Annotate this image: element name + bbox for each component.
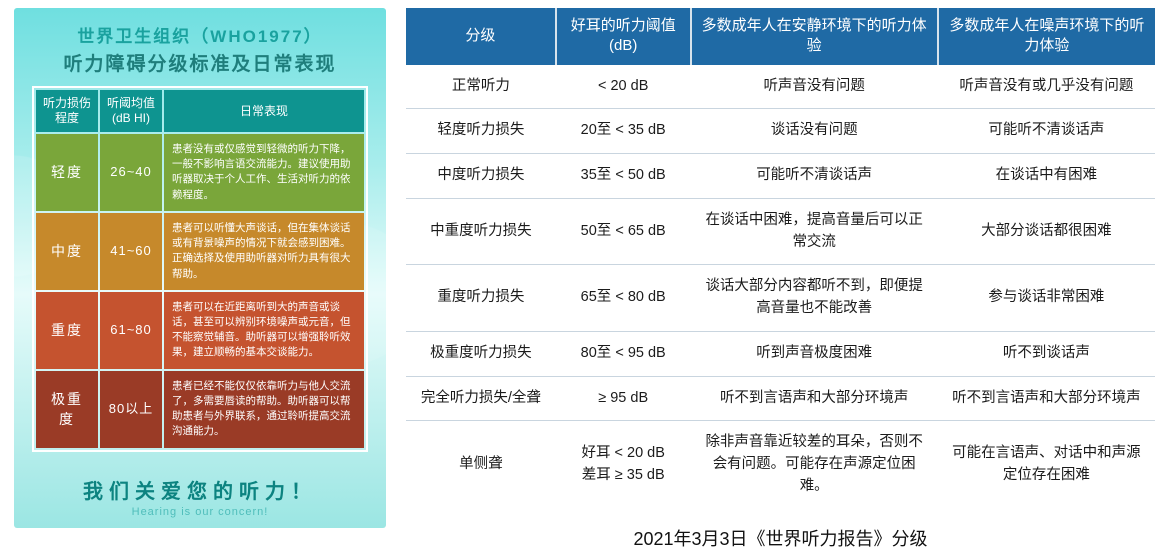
report-header-row: 分级好耳的听力阈值(dB)多数成年人在安静环境下的听力体验多数成年人在噪声环境下… bbox=[406, 8, 1155, 65]
report-db-cell: 35至 < 50 dB bbox=[556, 154, 691, 199]
poster-row: 中度41~60患者可以听懂大声谈话，但在集体谈话或有背景噪声的情况下就会感到困难… bbox=[36, 213, 364, 290]
poster-footer-zh: 我们关爱您的听力！ bbox=[32, 475, 368, 504]
poster-db-cell: 41~60 bbox=[100, 213, 162, 290]
report-noise-cell: 在谈话中有困难 bbox=[938, 154, 1155, 199]
report-noise-cell: 参与谈话非常困难 bbox=[938, 265, 1155, 332]
poster-level-cell: 中度 bbox=[36, 213, 98, 290]
report-name-cell: 完全听力损失/全聋 bbox=[406, 376, 556, 421]
poster-desc-cell: 患者可以听懂大声谈话，但在集体谈话或有背景噪声的情况下就会感到困难。正确选择及使… bbox=[164, 213, 364, 290]
report-row: 正常听力< 20 dB听声音没有问题听声音没有或几乎没有问题 bbox=[406, 65, 1155, 109]
report-header-cell: 好耳的听力阈值(dB) bbox=[556, 8, 691, 65]
who-poster: 世界卫生组织（WHO1977） 听力障碍分级标准及日常表现 听力损伤程度听阈均值… bbox=[14, 8, 386, 528]
report-db-cell: 20至 < 35 dB bbox=[556, 109, 691, 154]
poster-level-cell: 极重度 bbox=[36, 371, 98, 448]
report-row: 轻度听力损失20至 < 35 dB谈话没有问题可能听不清谈话声 bbox=[406, 109, 1155, 154]
poster-footer-en: Hearing is our concern! bbox=[32, 506, 368, 518]
report-row: 单侧聋好耳 < 20 dB差耳 ≥ 35 dB除非声音靠近较差的耳朵，否则不会有… bbox=[406, 421, 1155, 509]
report-name-cell: 重度听力损失 bbox=[406, 265, 556, 332]
poster-footer: 我们关爱您的听力！ Hearing is our concern! bbox=[32, 475, 368, 518]
report-name-cell: 中重度听力损失 bbox=[406, 198, 556, 265]
report-quiet-cell: 谈话大部分内容都听不到，即便提高音量也不能改善 bbox=[691, 265, 938, 332]
poster-desc-cell: 患者已经不能仅仅依靠听力与他人交流了，多需要唇读的帮助。助听器可以帮助患者与外界… bbox=[164, 371, 364, 448]
report-db-cell: 好耳 < 20 dB差耳 ≥ 35 dB bbox=[556, 421, 691, 509]
report-quiet-cell: 在谈话中困难，提高音量后可以正常交流 bbox=[691, 198, 938, 265]
poster-header-cell: 日常表现 bbox=[164, 90, 364, 132]
poster-db-cell: 26~40 bbox=[100, 134, 162, 211]
report-db-cell: < 20 dB bbox=[556, 65, 691, 109]
poster-title: 世界卫生组织（WHO1977） 听力障碍分级标准及日常表现 bbox=[32, 22, 368, 76]
poster-desc-cell: 患者没有或仅感觉到轻微的听力下降，一般不影响言语交流能力。建议使用助听器取决于个… bbox=[164, 134, 364, 211]
report-panel: 分级好耳的听力阈值(dB)多数成年人在安静环境下的听力体验多数成年人在噪声环境下… bbox=[406, 8, 1155, 530]
report-header-cell: 分级 bbox=[406, 8, 556, 65]
report-name-cell: 极重度听力损失 bbox=[406, 331, 556, 376]
report-name-cell: 中度听力损失 bbox=[406, 154, 556, 199]
report-quiet-cell: 除非声音靠近较差的耳朵，否则不会有问题。可能存在声源定位困难。 bbox=[691, 421, 938, 509]
report-noise-cell: 可能听不清谈话声 bbox=[938, 109, 1155, 154]
report-db-cell: 65至 < 80 dB bbox=[556, 265, 691, 332]
poster-desc-cell: 患者可以在近距离听到大的声音或谈话，甚至可以辨别环境噪声或元音，但不能察觉辅音。… bbox=[164, 292, 364, 369]
poster-level-cell: 重度 bbox=[36, 292, 98, 369]
report-header-cell: 多数成年人在噪声环境下的听力体验 bbox=[938, 8, 1155, 65]
report-quiet-cell: 可能听不清谈话声 bbox=[691, 154, 938, 199]
report-name-cell: 轻度听力损失 bbox=[406, 109, 556, 154]
report-quiet-cell: 听不到言语声和大部分环境声 bbox=[691, 376, 938, 421]
report-name-cell: 正常听力 bbox=[406, 65, 556, 109]
report-db-cell: 80至 < 95 dB bbox=[556, 331, 691, 376]
poster-row: 重度61~80患者可以在近距离听到大的声音或谈话，甚至可以辨别环境噪声或元音，但… bbox=[36, 292, 364, 369]
report-quiet-cell: 谈话没有问题 bbox=[691, 109, 938, 154]
poster-header-cell: 听阈均值(dB HI) bbox=[100, 90, 162, 132]
report-header-cell: 多数成年人在安静环境下的听力体验 bbox=[691, 8, 938, 65]
report-noise-cell: 可能在言语声、对话中和声源定位存在困难 bbox=[938, 421, 1155, 509]
report-noise-cell: 大部分谈话都很困难 bbox=[938, 198, 1155, 265]
poster-db-cell: 80以上 bbox=[100, 371, 162, 448]
report-quiet-cell: 听到声音极度困难 bbox=[691, 331, 938, 376]
report-row: 中重度听力损失50至 < 65 dB在谈话中困难，提高音量后可以正常交流大部分谈… bbox=[406, 198, 1155, 265]
poster-db-cell: 61~80 bbox=[100, 292, 162, 369]
report-name-cell: 单侧聋 bbox=[406, 421, 556, 509]
poster-title-line2: 听力障碍分级标准及日常表现 bbox=[32, 49, 368, 76]
poster-header-cell: 听力损伤程度 bbox=[36, 90, 98, 132]
poster-row: 轻度26~40患者没有或仅感觉到轻微的听力下降，一般不影响言语交流能力。建议使用… bbox=[36, 134, 364, 211]
report-row: 完全听力损失/全聋≥ 95 dB听不到言语声和大部分环境声听不到言语声和大部分环… bbox=[406, 376, 1155, 421]
report-noise-cell: 听不到谈话声 bbox=[938, 331, 1155, 376]
report-db-cell: 50至 < 65 dB bbox=[556, 198, 691, 265]
poster-level-cell: 轻度 bbox=[36, 134, 98, 211]
report-table: 分级好耳的听力阈值(dB)多数成年人在安静环境下的听力体验多数成年人在噪声环境下… bbox=[406, 8, 1155, 509]
report-row: 重度听力损失65至 < 80 dB谈话大部分内容都听不到，即便提高音量也不能改善… bbox=[406, 265, 1155, 332]
poster-header-row: 听力损伤程度听阈均值(dB HI)日常表现 bbox=[36, 90, 364, 132]
report-db-cell: ≥ 95 dB bbox=[556, 376, 691, 421]
poster-title-line1: 世界卫生组织（WHO1977） bbox=[32, 22, 368, 47]
poster-table: 听力损伤程度听阈均值(dB HI)日常表现 轻度26~40患者没有或仅感觉到轻微… bbox=[32, 86, 368, 452]
report-quiet-cell: 听声音没有问题 bbox=[691, 65, 938, 109]
report-noise-cell: 听不到言语声和大部分环境声 bbox=[938, 376, 1155, 421]
poster-row: 极重度80以上患者已经不能仅仅依靠听力与他人交流了，多需要唇读的帮助。助听器可以… bbox=[36, 371, 364, 448]
report-row: 极重度听力损失80至 < 95 dB听到声音极度困难听不到谈话声 bbox=[406, 331, 1155, 376]
report-noise-cell: 听声音没有或几乎没有问题 bbox=[938, 65, 1155, 109]
report-row: 中度听力损失35至 < 50 dB可能听不清谈话声在谈话中有困难 bbox=[406, 154, 1155, 199]
